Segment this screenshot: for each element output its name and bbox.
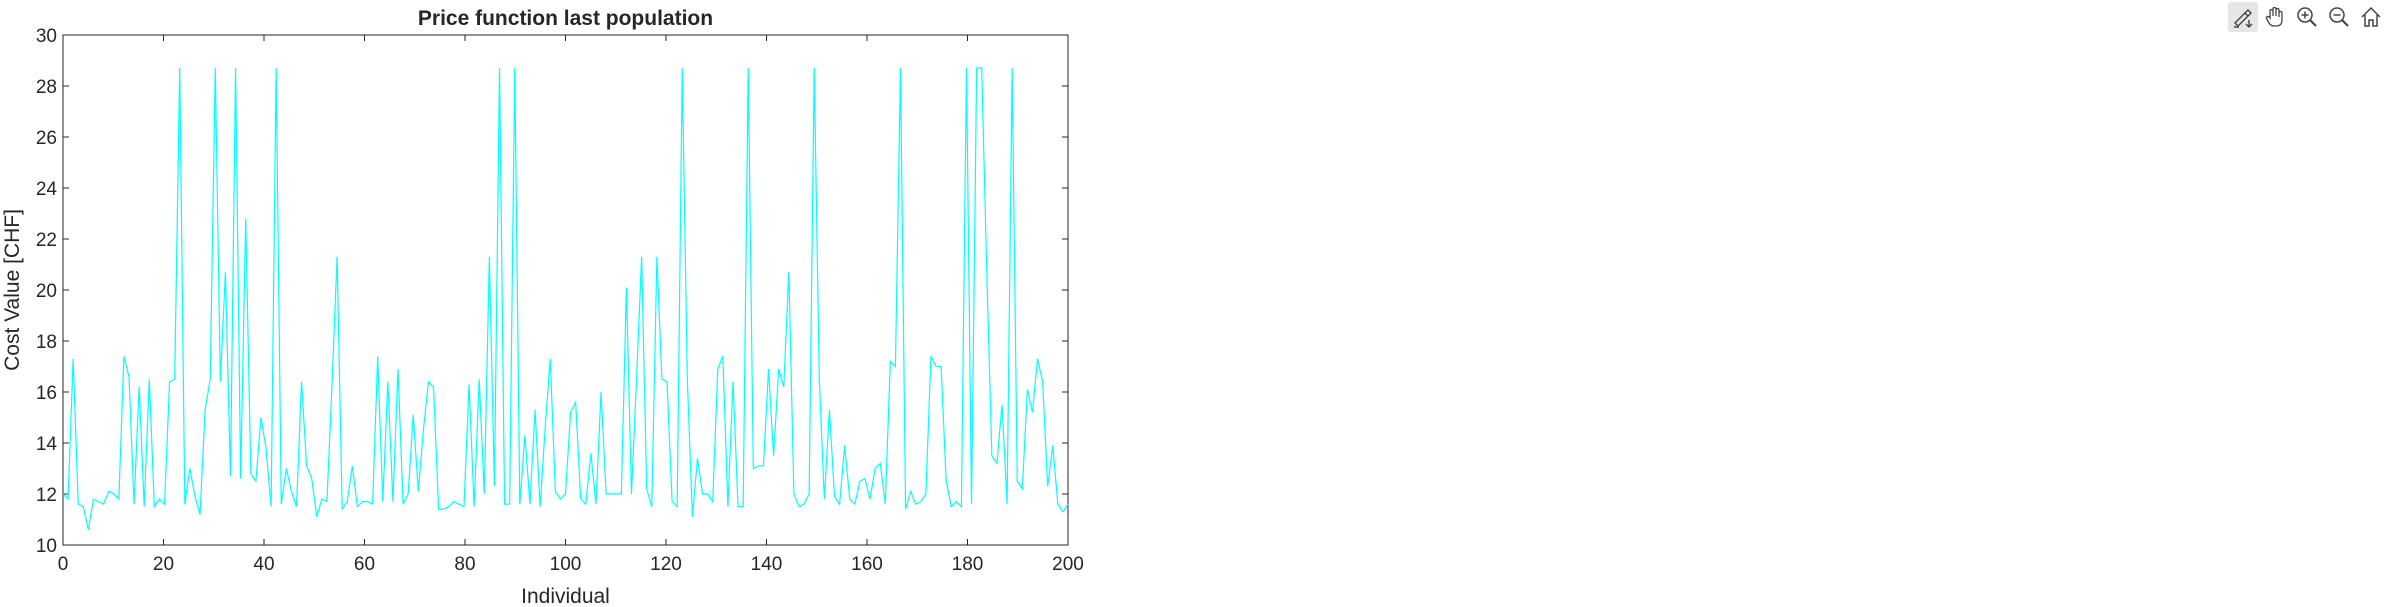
x-tick-label: 40 xyxy=(253,554,274,575)
plot-area xyxy=(62,34,1069,546)
x-tick-label: 140 xyxy=(751,554,783,575)
line-chart: 10 12 14 16 18 20 22 24 26 28 30 0 20 40 60 80 100 120 14… xyxy=(1,7,1084,607)
x-tick-label: 160 xyxy=(851,554,883,575)
x-axis: 0 20 40 60 80 100 120 140 160 180 200 xyxy=(58,35,1084,575)
x-tick-label: 200 xyxy=(1052,554,1084,575)
home-icon xyxy=(2361,6,2381,27)
y-tick-label: 22 xyxy=(36,230,57,251)
y-tick-label: 28 xyxy=(36,77,57,98)
y-tick-label: 14 xyxy=(36,434,58,455)
zoom-in-icon xyxy=(2297,7,2317,27)
y-tick-label: 16 xyxy=(36,383,57,404)
x-tick-label: 100 xyxy=(550,554,582,575)
y-tick-label: 10 xyxy=(36,536,57,557)
x-tick-label: 80 xyxy=(454,554,475,575)
y-tick-label: 18 xyxy=(36,332,57,353)
zoom-in-button[interactable] xyxy=(2292,2,2322,32)
zoom-out-icon xyxy=(2329,7,2349,27)
zoom-out-button[interactable] xyxy=(2324,2,2354,32)
restore-view-button[interactable] xyxy=(2356,2,2386,32)
y-axis-label: Cost Value [CHF] xyxy=(1,209,24,371)
x-tick-label: 120 xyxy=(650,554,682,575)
x-tick-label: 20 xyxy=(153,554,174,575)
y-tick-label: 20 xyxy=(36,281,57,302)
x-tick-label: 0 xyxy=(58,554,69,575)
pan-button[interactable] xyxy=(2260,2,2290,32)
brush-export-icon xyxy=(2234,9,2253,28)
x-tick-label: 60 xyxy=(354,554,375,575)
chart-title: Price function last population xyxy=(418,7,713,30)
y-tick-label: 30 xyxy=(36,26,57,47)
x-axis-label: Individual xyxy=(521,585,610,607)
x-tick-label: 180 xyxy=(952,554,984,575)
axes-toolbar xyxy=(2228,2,2386,32)
series-line xyxy=(62,67,1069,530)
y-tick-label: 26 xyxy=(36,128,57,149)
y-tick-label: 24 xyxy=(36,179,58,200)
export-button[interactable] xyxy=(2228,2,2258,32)
pan-hand-icon xyxy=(2265,6,2283,27)
y-axis: 10 12 14 16 18 20 22 24 26 28 30 xyxy=(36,26,1068,557)
y-tick-label: 12 xyxy=(36,485,57,506)
